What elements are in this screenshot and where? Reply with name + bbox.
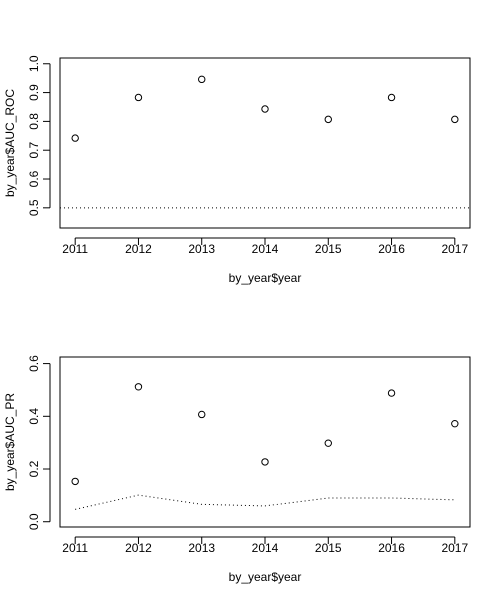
x-tick-label: 2013 [188,541,215,555]
y-tick-label: 0.8 [27,113,41,130]
data-point [134,93,143,102]
y-tick-label: 0.4 [27,408,41,425]
x-tick-label: 2016 [378,541,405,555]
data-point [451,115,459,124]
data-point [198,410,206,419]
data-point [261,458,269,466]
data-point [387,93,396,102]
data-point [261,105,269,113]
y-tick-label: 0.0 [27,513,41,530]
data-point [324,439,332,447]
x-tick-label: 2016 [378,242,405,256]
data-point [387,389,396,397]
y-tick-label: 0.9 [27,84,41,101]
data-point [134,383,143,391]
data-point [198,75,206,84]
y-tick-label: 0.5 [27,199,41,216]
y-tick-label: 1.0 [27,55,41,72]
y-axis-label: by_year$AUC_PR [3,393,17,491]
x-tick-label: 2012 [125,242,152,256]
reference-line [75,494,455,510]
y-axis-label: by_year$AUC_ROC [3,89,17,197]
data-point [451,419,459,428]
x-tick-label: 2011 [62,541,88,555]
x-tick-label: 2015 [315,242,342,256]
data-point [324,115,332,124]
x-tick-label: 2011 [62,242,88,256]
x-tick-label: 2015 [315,541,342,555]
plot-frame [59,57,471,229]
x-tick-label: 2013 [188,242,215,256]
x-tick-label: 2014 [252,541,279,555]
y-tick-label: 0.6 [27,355,41,372]
plot-frame [59,356,471,528]
y-tick-label: 0.6 [27,170,41,187]
x-axis-label: by_year$year [229,271,302,285]
data-point [71,477,79,486]
panel-auc-roc: 2011 2012 2013 2014 2015 2016 2017 0.5 0.6 0.7 0.8… [3,55,471,285]
y-tick-label: 0.2 [27,460,41,477]
x-tick-label: 2014 [252,242,279,256]
data-point [71,134,79,142]
x-axis-label: by_year$year [229,570,302,584]
y-tick-label: 0.7 [27,142,41,159]
x-tick-label: 2017 [441,242,468,256]
panel-auc-pr: 2011 2012 2013 2014 2015 2016 2017 0.0 0.2 0.4 0.6… [3,355,471,584]
x-tick-label: 2017 [441,541,468,555]
x-tick-label: 2012 [125,541,152,555]
